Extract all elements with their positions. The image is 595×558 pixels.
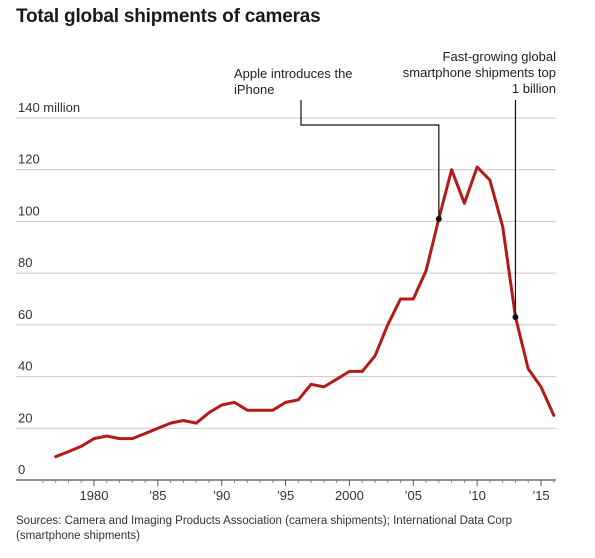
- annotation-billion-dot: [512, 314, 519, 321]
- y-tick-label: 40: [18, 359, 32, 374]
- y-tick-label: 0: [18, 462, 25, 477]
- x-tick-label: 2000: [335, 488, 364, 503]
- x-axis-ticks: 1980 ’85 ’90 ’95 2000 ’05 ’10 ’15: [42, 480, 555, 503]
- x-tick-label: ’15: [532, 488, 549, 503]
- y-axis-ticks: 0 20 40 60 80 100 120 140 million: [18, 100, 80, 477]
- x-tick-label: ’05: [405, 488, 422, 503]
- y-tick-label: 80: [18, 255, 32, 270]
- data-series: [54, 165, 556, 459]
- annotation-iphone-text: Apple introduces the: [234, 66, 353, 81]
- gridlines: [16, 117, 556, 481]
- chart-title: Total global shipments of cameras: [16, 6, 321, 27]
- x-tick-label: ’85: [149, 488, 166, 503]
- x-tick-label: ’10: [468, 488, 485, 503]
- annotation-billion-text: 1 billion: [512, 81, 556, 96]
- source-note: Sources: Camera and Imaging Products Ass…: [16, 515, 513, 542]
- y-tick-label: 140 million: [18, 100, 80, 115]
- x-tick-label: ’95: [277, 488, 294, 503]
- annotation-iphone-leader: [300, 100, 440, 219]
- annotation-iphone-text: iPhone: [234, 82, 274, 97]
- y-tick-label: 20: [18, 410, 32, 425]
- annotation-iphone-dot: [435, 215, 442, 222]
- x-tick-label: 1980: [80, 488, 109, 503]
- annotation-billion-text: Fast-growing global: [443, 49, 557, 64]
- annotation-billion-text: smartphone shipments top: [403, 65, 556, 80]
- series-line: [54, 165, 556, 459]
- y-tick-label: 100: [18, 203, 40, 218]
- y-tick-label: 60: [18, 307, 32, 322]
- x-tick-label: ’90: [213, 488, 230, 503]
- y-tick-label: 120: [18, 152, 40, 167]
